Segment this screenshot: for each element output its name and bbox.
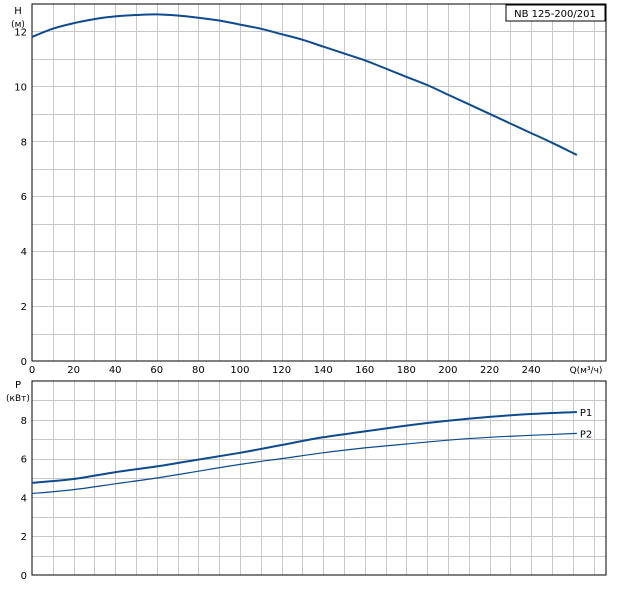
power-y-tick-label: 4 [21, 493, 27, 504]
power-curve-p2 [31, 432, 577, 495]
head-ylabel-unit: (м) [11, 20, 25, 30]
power-ticks: 0 2 4 6 8 [21, 416, 27, 582]
power-grid [32, 381, 606, 575]
x-tick-label: 100 [230, 365, 249, 376]
head-curves [31, 13, 578, 156]
head-y-tick-label: 10 [14, 82, 27, 93]
power-y-tick-label: 6 [21, 455, 27, 466]
x-tick-label: 180 [397, 365, 416, 376]
series-label-p2: P2 [580, 429, 592, 440]
power-curves: P1 P2 [31, 408, 592, 495]
head-plot-frame [31, 3, 607, 362]
power-y-tick-label: 8 [21, 416, 27, 427]
head-y-tick-label: 6 [21, 192, 27, 203]
head-y-tick-label: 2 [21, 302, 27, 313]
head-ylabel-symbol: H [14, 6, 22, 17]
x-tick-label: 120 [272, 365, 291, 376]
power-curve-p1 [31, 411, 577, 484]
head-grid [32, 4, 606, 361]
series-label-p1: P1 [580, 408, 592, 419]
head-ticks: 0 20 40 60 80 100 120 140 160 180 200 220 240 0 2 4 6 8 10… [14, 27, 540, 376]
head-y-tick-label: 4 [21, 247, 27, 258]
power-y-tick-label: 0 [21, 571, 27, 582]
x-tick-label: 240 [522, 365, 541, 376]
head-y-tick-label: 8 [21, 137, 27, 148]
x-tick-label: 0 [29, 365, 35, 376]
head-y-tick-label: 0 [21, 357, 27, 368]
head-curve-line [31, 13, 578, 156]
x-tick-label: 80 [192, 365, 205, 376]
power-y-tick-label: 2 [21, 532, 27, 543]
x-tick-label: 220 [480, 365, 499, 376]
x-tick-label: 200 [438, 365, 457, 376]
x-tick-label: 140 [314, 365, 333, 376]
x-tick-label: 40 [109, 365, 122, 376]
title-box [505, 4, 606, 22]
x-axis-label: Q(м³/ч) [570, 366, 603, 376]
head-y-tick-label: 12 [14, 27, 27, 38]
x-tick-label: 20 [67, 365, 80, 376]
x-tick-label: 60 [150, 365, 163, 376]
power-plot-frame [31, 380, 607, 576]
x-tick-label: 160 [355, 365, 374, 376]
power-ylabel-symbol: P [15, 380, 21, 391]
chart-title: NB 125-200/201 [514, 9, 596, 20]
power-ylabel-unit: (кВт) [6, 394, 30, 404]
